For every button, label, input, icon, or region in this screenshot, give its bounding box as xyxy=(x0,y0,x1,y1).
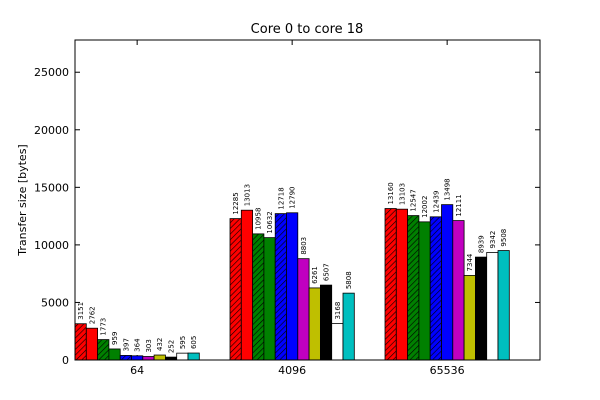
y-tick-label: 25000 xyxy=(34,66,69,79)
y-tick-label: 5000 xyxy=(41,296,69,309)
data-label: 3151 xyxy=(77,302,85,320)
bar xyxy=(395,208,408,361)
bar xyxy=(319,284,333,361)
bar xyxy=(187,352,200,361)
bar xyxy=(263,237,276,361)
bar xyxy=(474,256,488,361)
data-label: 3168 xyxy=(334,302,342,320)
bar xyxy=(176,352,189,361)
data-label: 13013 xyxy=(243,184,251,206)
data-label: 12111 xyxy=(455,194,463,216)
bar-hatch xyxy=(385,208,397,360)
data-label: 12002 xyxy=(421,196,429,218)
bar xyxy=(108,348,121,361)
data-label: 10958 xyxy=(255,208,263,230)
data-label: 252 xyxy=(168,340,176,353)
bar-hatch xyxy=(430,216,442,360)
bar xyxy=(342,292,355,361)
data-label: 13103 xyxy=(398,183,406,205)
bar xyxy=(452,220,465,361)
data-label: 8939 xyxy=(478,235,486,253)
plot-frame xyxy=(74,39,541,361)
bar-hatch xyxy=(97,339,109,360)
bar xyxy=(286,212,299,361)
bar xyxy=(497,250,510,361)
data-label: 5808 xyxy=(345,271,353,289)
data-label: 13498 xyxy=(444,178,452,200)
bar xyxy=(463,275,476,361)
data-label: 2762 xyxy=(88,306,96,324)
data-label: 303 xyxy=(145,339,153,352)
data-label: 12285 xyxy=(232,192,240,214)
data-label: 7344 xyxy=(466,253,474,271)
y-tick-label: 20000 xyxy=(34,124,69,137)
bar-hatch xyxy=(407,215,419,360)
x-tick-label: 4096 xyxy=(278,364,306,377)
data-label: 397 xyxy=(122,338,130,351)
data-label: 8803 xyxy=(300,237,308,255)
data-label: 12718 xyxy=(277,187,285,209)
bar xyxy=(240,209,254,361)
y-tick-label: 0 xyxy=(62,354,69,367)
data-label: 13160 xyxy=(387,182,395,204)
x-tick-label: 65536 xyxy=(430,364,465,377)
data-label: 595 xyxy=(179,336,187,349)
bar-hatch xyxy=(75,323,87,360)
data-label: 12790 xyxy=(289,186,297,208)
y-axis-label: Transfer size [bytes] xyxy=(16,144,29,256)
bar-hatch xyxy=(230,218,242,360)
bar xyxy=(142,356,155,361)
data-label: 10632 xyxy=(266,211,274,233)
y-tick-label: 10000 xyxy=(34,239,69,252)
data-label: 9508 xyxy=(500,229,508,247)
data-label: 9342 xyxy=(489,231,497,249)
data-label: 364 xyxy=(134,338,142,352)
bar xyxy=(85,327,99,361)
data-label: 959 xyxy=(111,332,119,345)
data-label: 432 xyxy=(156,338,164,351)
chart-title: Core 0 to core 18 xyxy=(251,22,364,37)
bar xyxy=(331,323,344,361)
data-label: 12439 xyxy=(432,191,440,213)
bar xyxy=(418,221,431,361)
data-label: 6261 xyxy=(311,266,319,284)
bar xyxy=(441,204,454,361)
bar-hatch xyxy=(120,355,132,360)
bar xyxy=(297,258,310,361)
bar xyxy=(486,252,499,361)
x-tick-label: 64 xyxy=(130,364,144,377)
data-label: 12547 xyxy=(410,189,418,211)
bar xyxy=(131,355,144,361)
bar-hatch xyxy=(275,213,287,360)
data-label: 6507 xyxy=(323,263,331,281)
data-label: 1773 xyxy=(100,318,108,336)
bar xyxy=(308,287,321,361)
y-tick-label: 15000 xyxy=(34,181,69,194)
bar xyxy=(153,354,166,361)
bar-hatch xyxy=(252,233,264,360)
data-label: 605 xyxy=(190,336,198,349)
